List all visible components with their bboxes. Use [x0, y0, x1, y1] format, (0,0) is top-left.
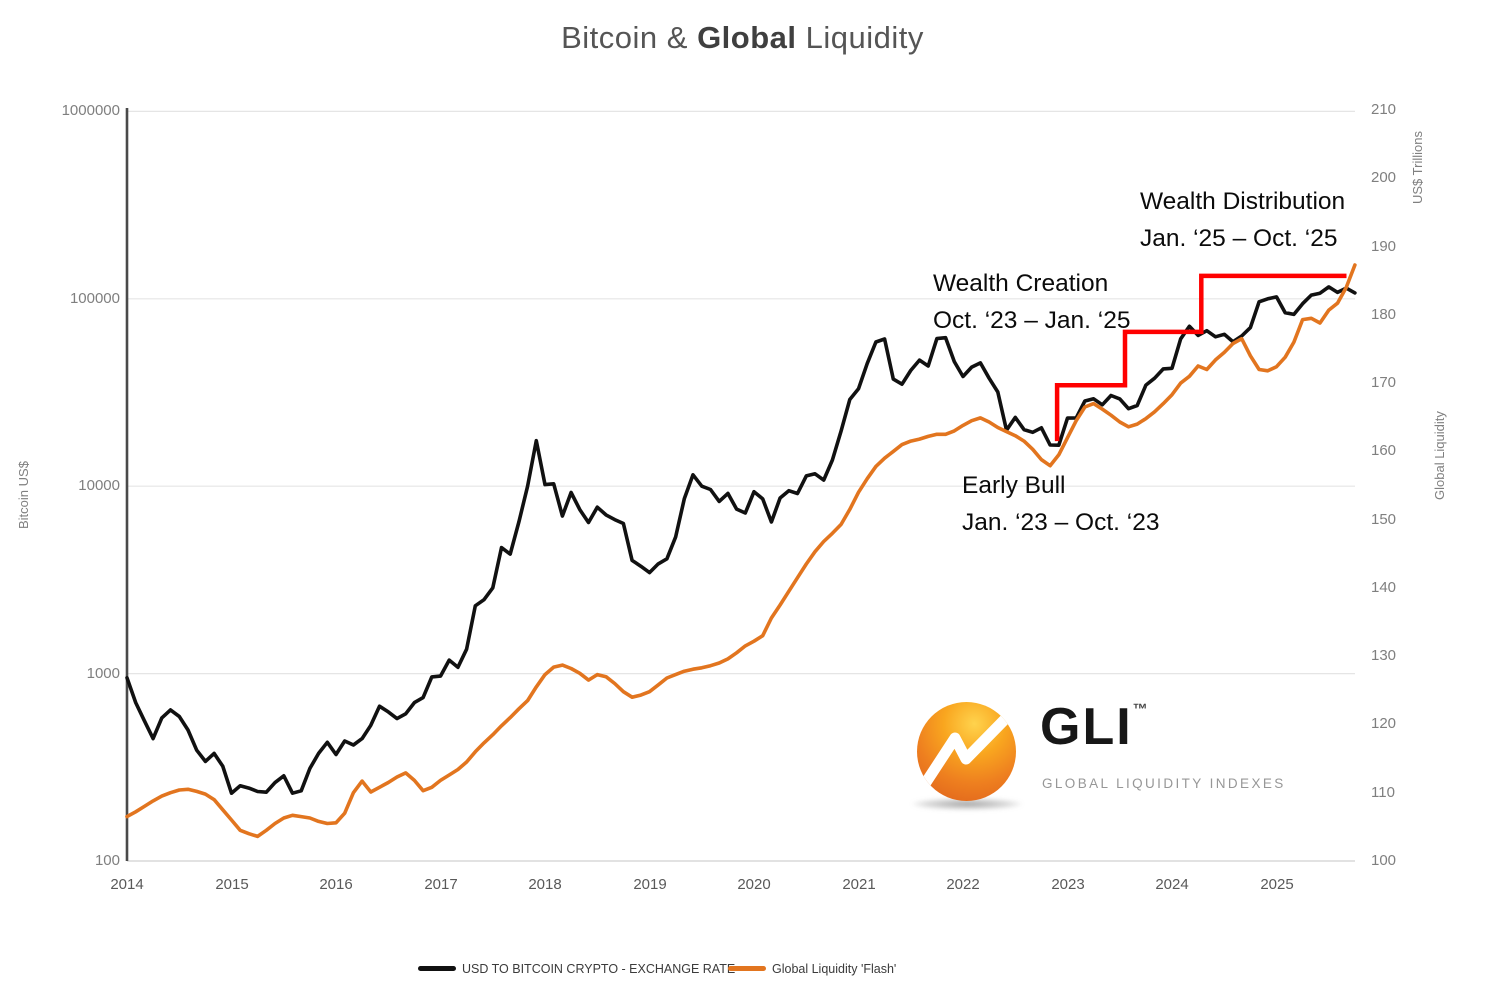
legend-bitcoin-label: USD TO BITCOIN CRYPTO - EXCHANGE RATE — [462, 962, 736, 976]
left-axis-tick-1000: 1000 — [86, 665, 120, 682]
right-axis-tick-190: 190 — [1371, 238, 1397, 255]
x-axis-tick-2017: 2017 — [424, 876, 458, 893]
right-axis-title-liquidity: Global Liquidity — [1432, 411, 1447, 501]
right-axis-tick-170: 170 — [1371, 374, 1397, 391]
annotation-wealth-distribution-range: Jan. ‘25 – Oct. ‘25 — [1140, 225, 1338, 252]
right-axis-tick-200: 200 — [1371, 169, 1397, 186]
gli-logo-sphere — [917, 702, 1016, 801]
right-axis-tick-120: 120 — [1371, 715, 1397, 732]
annotation-wealth-distribution-label: Wealth Distribution — [1140, 188, 1346, 215]
chart-title-bold: Global — [697, 20, 797, 55]
gli-logo: GLI™ GLOBAL LIQUIDITY INDEXES — [912, 694, 1312, 819]
legend-liquidity-label: Global Liquidity 'Flash' — [772, 962, 897, 976]
x-axis-tick-2019: 2019 — [633, 876, 667, 893]
annotation-early-bull: Early Bull Jan. ‘23 – Oct. ‘23 — [962, 467, 1159, 541]
legend-item-liquidity: Global Liquidity 'Flash' — [728, 962, 896, 976]
x-axis-tick-2018: 2018 — [528, 876, 562, 893]
annotation-wealth-distribution: Wealth Distribution Jan. ‘25 – Oct. ‘25 — [1140, 183, 1345, 257]
left-axis-tick-100000: 100000 — [69, 290, 120, 307]
chart-title-prefix: Bitcoin & — [561, 20, 698, 55]
x-axis-tick-2025: 2025 — [1260, 876, 1294, 893]
chart-title: Bitcoin & Global Liquidity — [0, 20, 1485, 56]
right-axis-tick-100: 100 — [1371, 852, 1397, 869]
left-axis-title: Bitcoin US$ — [16, 461, 31, 529]
annotation-early-bull-range: Jan. ‘23 – Oct. ‘23 — [962, 509, 1160, 536]
right-axis-tick-180: 180 — [1371, 306, 1397, 323]
x-axis-tick-2023: 2023 — [1051, 876, 1085, 893]
x-axis-tick-2016: 2016 — [319, 876, 353, 893]
gli-logo-zigzag-arrow-icon — [917, 704, 1016, 794]
gli-logo-trademark: ™ — [1132, 701, 1150, 718]
gli-logo-text: GLI — [1040, 698, 1133, 756]
left-axis-tick-100: 100 — [94, 852, 120, 869]
bitcoin-line-swatch — [418, 966, 456, 971]
left-axis-tick-10000: 10000 — [78, 477, 120, 494]
right-axis-tick-160: 160 — [1371, 442, 1397, 459]
right-axis-tick-140: 140 — [1371, 579, 1397, 596]
annotation-wealth-creation: Wealth Creation Oct. ‘23 – Jan. ‘25 — [933, 265, 1130, 339]
gli-logo-shadow — [912, 798, 1022, 810]
x-axis-tick-2022: 2022 — [946, 876, 980, 893]
legend-item-bitcoin: USD TO BITCOIN CRYPTO - EXCHANGE RATE — [418, 962, 735, 976]
x-axis-tick-2024: 2024 — [1155, 876, 1189, 893]
right-axis-tick-130: 130 — [1371, 647, 1397, 664]
right-axis-tick-110: 110 — [1371, 784, 1395, 801]
x-axis-tick-2014: 2014 — [110, 876, 144, 893]
x-axis-tick-2021: 2021 — [842, 876, 876, 893]
annotation-wealth-creation-label: Wealth Creation — [933, 270, 1109, 297]
annotation-wealth-creation-range: Oct. ‘23 – Jan. ‘25 — [933, 307, 1131, 334]
right-axis-tick-150: 150 — [1371, 511, 1397, 528]
right-axis-tick-210: 210 — [1371, 101, 1397, 118]
x-axis-tick-2020: 2020 — [737, 876, 771, 893]
left-axis-tick-1000000: 1000000 — [61, 102, 120, 119]
annotation-early-bull-label: Early Bull — [962, 472, 1066, 499]
gli-logo-subtext: GLOBAL LIQUIDITY INDEXES — [1042, 776, 1286, 791]
chart-title-suffix: Liquidity — [796, 20, 924, 55]
x-axis-tick-2015: 2015 — [215, 876, 249, 893]
gli-logo-wordmark: GLI™ — [1040, 697, 1150, 757]
liquidity-line-swatch — [728, 966, 766, 971]
right-axis-title-trillions: US$ Trillions — [1410, 131, 1425, 204]
